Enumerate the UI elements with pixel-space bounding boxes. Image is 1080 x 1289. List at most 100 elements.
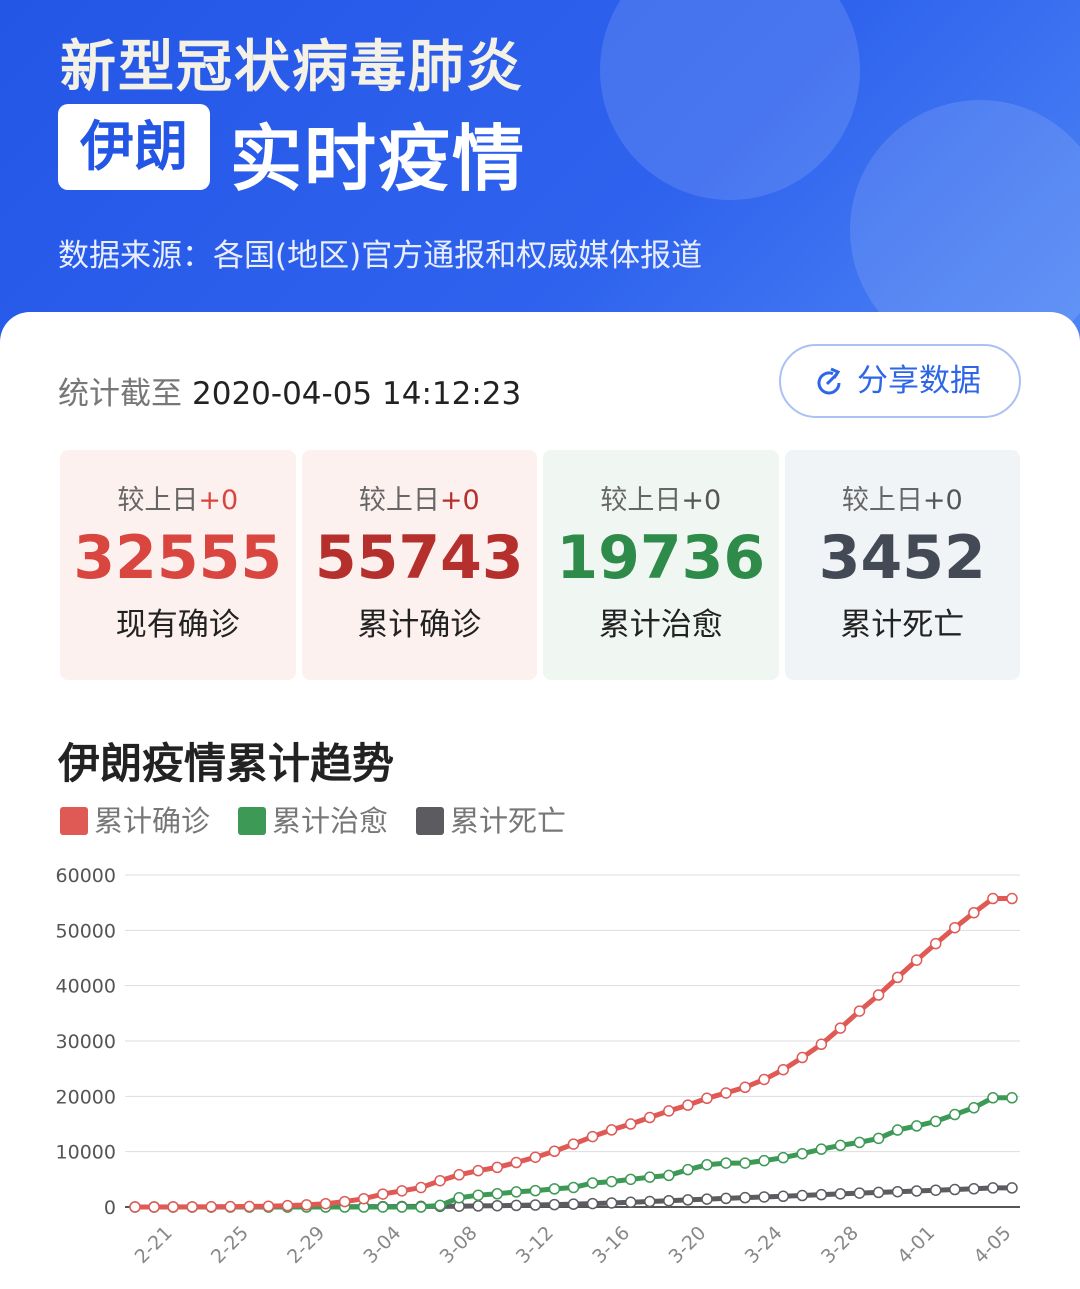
data-point: [663, 1105, 675, 1117]
x-tick-label: 3-12: [512, 1222, 558, 1268]
stat-value: 55743: [314, 523, 524, 593]
data-point: [644, 1111, 656, 1124]
data-point: [872, 1132, 885, 1145]
stat-label: 累计治愈: [598, 607, 723, 643]
data-point: [739, 1157, 751, 1169]
data-point: [701, 1092, 713, 1105]
chart-legend: 累计确诊 累计治愈 累计死亡: [60, 798, 566, 840]
update-time: 统计截至 2020-04-05 14:12:23: [58, 368, 521, 413]
update-timestamp: 2020-04-05 14:12:23: [192, 376, 522, 412]
delta-row: 较上日+0: [543, 478, 779, 517]
x-tick-label: 3-08: [436, 1222, 482, 1268]
stat-card: 较上日+0 55743 累计确诊: [301, 450, 537, 680]
stat-card: 较上日+0 19736 累计治愈: [543, 450, 779, 680]
header-banner: 新型冠状病毒肺炎 伊朗 实时疫情 数据来源：各国(地区)官方通报和权威媒体报道: [0, 0, 1080, 360]
data-point: [853, 1136, 866, 1149]
data-point: [377, 1201, 389, 1213]
data-point: [701, 1159, 713, 1171]
legend-item[interactable]: 累计死亡: [416, 798, 566, 840]
x-tick-label: 2-21: [131, 1222, 177, 1268]
data-point: [243, 1200, 256, 1213]
delta-label: 较上日: [117, 485, 199, 516]
data-point: [377, 1188, 389, 1200]
data-point: [777, 1190, 789, 1203]
legend-item[interactable]: 累计确诊: [60, 798, 210, 840]
data-point: [472, 1189, 484, 1201]
stat-card: 较上日+0 3452 累计死亡: [784, 450, 1021, 680]
stat-card: 较上日+0 32555 现有确诊: [60, 450, 296, 680]
stat-label: 累计死亡: [840, 607, 965, 643]
y-tick-label: 0: [104, 1197, 116, 1219]
x-tick-label: 3-16: [588, 1222, 634, 1268]
data-point: [548, 1183, 561, 1195]
data-point: [1006, 892, 1018, 905]
data-point: [129, 1201, 141, 1213]
x-tick-label: 2-25: [207, 1222, 253, 1268]
x-tick-label: 3-04: [359, 1222, 405, 1268]
x-tick-label: 4-01: [893, 1222, 939, 1268]
y-tick-label: 40000: [56, 976, 116, 998]
data-point: [815, 1143, 828, 1155]
legend-swatch: [238, 807, 267, 835]
data-point: [510, 1199, 523, 1212]
data-point: [720, 1087, 732, 1099]
data-point: [529, 1151, 542, 1163]
share-refresh-icon: [817, 367, 841, 395]
delta-label: 较上日: [358, 485, 440, 516]
data-point: [205, 1201, 218, 1213]
data-point: [682, 1099, 694, 1111]
delta-value: +0: [439, 485, 480, 516]
data-point: [739, 1081, 751, 1094]
data-point: [529, 1199, 542, 1211]
data-point: [567, 1198, 580, 1210]
data-point: [281, 1199, 294, 1212]
data-point: [491, 1161, 503, 1174]
data-point: [396, 1185, 408, 1197]
data-point: [567, 1138, 580, 1150]
chart-title: 伊朗疫情累计趋势: [58, 739, 395, 788]
data-point: [739, 1191, 751, 1204]
data-point: [548, 1145, 561, 1158]
data-point: [453, 1169, 465, 1181]
data-point: [968, 1183, 980, 1195]
country-badge: 伊朗: [58, 104, 210, 190]
data-point: [358, 1192, 370, 1205]
data-point: [701, 1193, 713, 1205]
x-tick-label: 2-29: [283, 1222, 329, 1268]
data-point: [605, 1175, 618, 1188]
stat-label: 现有确诊: [115, 607, 240, 643]
legend-swatch: [60, 807, 88, 835]
data-point: [167, 1201, 179, 1213]
share-label: 分享数据: [857, 363, 981, 399]
data-point: [567, 1181, 580, 1194]
delta-row: 较上日+0: [785, 478, 1021, 517]
data-point: [510, 1156, 523, 1169]
series-line: [134, 896, 1012, 1210]
data-point: [796, 1147, 809, 1160]
content-card: 统计截至 2020-04-05 14:12:23 分享数据 较上日+0 32555…: [0, 312, 1080, 1289]
data-point: [682, 1194, 694, 1206]
data-point: [624, 1173, 637, 1186]
data-point: [891, 1185, 904, 1198]
data-point: [720, 1157, 732, 1169]
stats-row: 较上日+0 32555 现有确诊 较上日+0 55743 累计确诊 较上日+0 19…: [60, 450, 1020, 680]
data-point: [872, 989, 885, 1001]
data-point: [663, 1194, 675, 1207]
x-tick-label: 4-05: [969, 1222, 1015, 1268]
data-point: [586, 1130, 599, 1143]
data-point: [319, 1197, 332, 1210]
data-point: [853, 1187, 866, 1199]
data-point: [987, 1092, 999, 1104]
data-point: [624, 1118, 637, 1130]
data-point: [796, 1189, 809, 1202]
legend-label: 累计死亡: [450, 804, 567, 838]
legend-label: 累计确诊: [94, 804, 211, 838]
data-point: [644, 1171, 656, 1183]
share-data-button[interactable]: 分享数据: [779, 344, 1021, 418]
data-point: [872, 1186, 885, 1199]
data-point: [949, 1108, 961, 1121]
data-point: [682, 1163, 694, 1176]
data-point: [853, 1005, 866, 1017]
legend-item[interactable]: 累计治愈: [238, 798, 388, 840]
data-point: [910, 1185, 923, 1197]
